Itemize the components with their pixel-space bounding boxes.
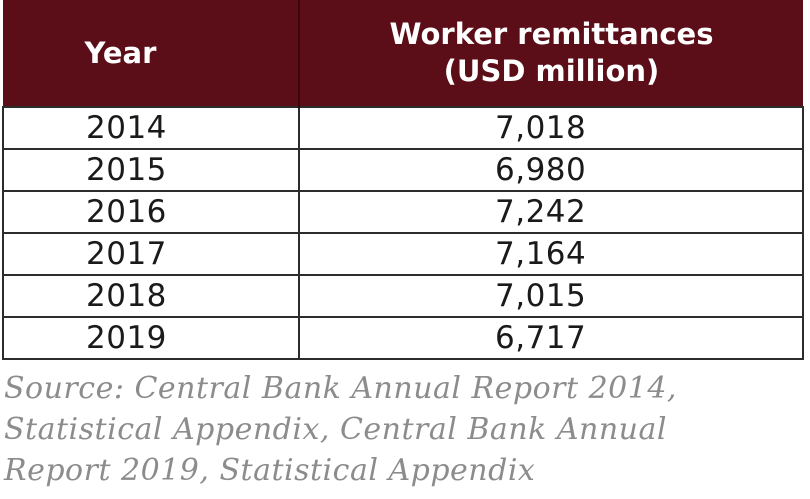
year-cell: 2014 <box>2 106 300 150</box>
header-remittances-line2: (USD million) <box>443 54 660 88</box>
remittances-table: Year Worker remittances (USD million) 20… <box>2 0 804 360</box>
remittance-value-cell: 6,717 <box>298 316 804 360</box>
remittances-table-container: Year Worker remittances (USD million) 20… <box>2 0 804 360</box>
remittance-value-cell: 7,164 <box>298 232 804 276</box>
header-year-label: Year <box>84 35 157 70</box>
source-line: Statistical Appendix, Central Bank Annua… <box>4 412 667 447</box>
remittance-value-cell: 7,018 <box>298 106 804 150</box>
year-cell: 2018 <box>2 274 300 318</box>
header-remittances: Worker remittances (USD million) <box>299 0 803 107</box>
source-line: Source: Central Bank Annual Report 2014, <box>4 371 677 406</box>
table-header: Year Worker remittances (USD million) <box>3 0 803 107</box>
header-year: Year <box>3 0 300 107</box>
table-row: 2019 6,717 <box>2 316 804 360</box>
table-row: 2015 6,980 <box>2 148 804 192</box>
table-body: 2014 7,018 2015 6,980 2016 7,242 2017 7,164 2018… <box>2 106 804 360</box>
remittance-value-cell: 7,015 <box>298 274 804 318</box>
source-line: Report 2019, Statistical Appendix <box>4 453 536 488</box>
year-cell: 2017 <box>2 232 300 276</box>
table-row: 2017 7,164 <box>2 232 804 276</box>
year-cell: 2015 <box>2 148 300 192</box>
table-row: 2014 7,018 <box>2 106 804 150</box>
remittance-value-cell: 7,242 <box>298 190 804 234</box>
source-note: Source: Central Bank Annual Report 2014,… <box>4 368 804 491</box>
header-row: Year Worker remittances (USD million) <box>3 0 803 107</box>
table-row: 2016 7,242 <box>2 190 804 234</box>
table-row: 2018 7,015 <box>2 274 804 318</box>
year-cell: 2016 <box>2 190 300 234</box>
year-cell: 2019 <box>2 316 300 360</box>
remittance-value-cell: 6,980 <box>298 148 804 192</box>
header-remittances-line1: Worker remittances <box>389 17 714 51</box>
